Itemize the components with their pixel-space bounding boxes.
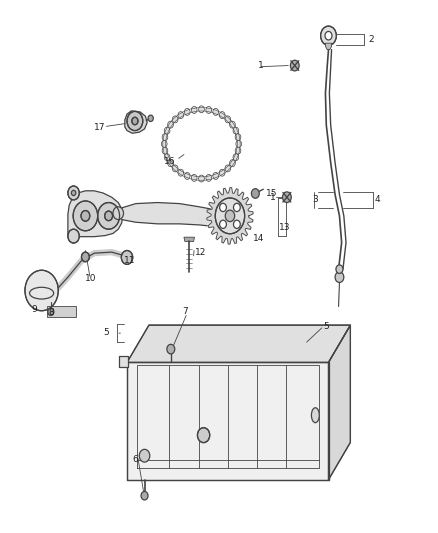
Circle shape	[235, 134, 241, 141]
Text: 3: 3	[312, 196, 318, 204]
Polygon shape	[184, 237, 194, 241]
Circle shape	[162, 134, 168, 141]
Circle shape	[71, 190, 76, 196]
Text: 15: 15	[266, 189, 277, 198]
Polygon shape	[127, 325, 350, 362]
Circle shape	[105, 211, 113, 221]
Circle shape	[191, 107, 197, 114]
Circle shape	[68, 186, 79, 200]
Circle shape	[184, 173, 190, 180]
Text: 11: 11	[124, 256, 135, 264]
Circle shape	[81, 211, 90, 221]
Circle shape	[198, 427, 210, 442]
Circle shape	[213, 173, 219, 180]
Circle shape	[191, 174, 197, 181]
Circle shape	[213, 108, 219, 115]
Circle shape	[132, 117, 138, 125]
Text: 12: 12	[195, 248, 206, 256]
Circle shape	[141, 491, 148, 500]
Text: 8: 8	[48, 309, 54, 317]
Ellipse shape	[29, 287, 53, 299]
Polygon shape	[325, 43, 332, 50]
Circle shape	[325, 31, 332, 40]
Polygon shape	[122, 203, 228, 228]
Circle shape	[336, 265, 343, 273]
Circle shape	[219, 111, 225, 118]
Text: 2: 2	[368, 35, 374, 44]
Polygon shape	[127, 362, 328, 480]
Circle shape	[168, 160, 173, 167]
Circle shape	[178, 111, 184, 118]
Circle shape	[172, 116, 178, 123]
Circle shape	[230, 160, 235, 167]
Text: 1: 1	[258, 61, 263, 70]
Text: 10: 10	[85, 274, 97, 282]
Circle shape	[127, 111, 143, 131]
Text: 14: 14	[253, 234, 265, 243]
Polygon shape	[125, 111, 147, 133]
Circle shape	[178, 169, 184, 176]
Circle shape	[225, 210, 235, 222]
Circle shape	[113, 207, 124, 220]
Ellipse shape	[311, 408, 319, 423]
Circle shape	[167, 344, 175, 354]
Circle shape	[335, 272, 344, 282]
Text: 4: 4	[375, 196, 381, 204]
Circle shape	[184, 108, 190, 115]
Circle shape	[121, 251, 133, 264]
Polygon shape	[68, 191, 123, 237]
Circle shape	[164, 127, 170, 134]
Circle shape	[230, 121, 235, 128]
Text: 9: 9	[32, 305, 37, 313]
Circle shape	[233, 154, 239, 160]
Circle shape	[81, 252, 89, 262]
Circle shape	[283, 192, 291, 203]
Circle shape	[139, 449, 150, 462]
Polygon shape	[207, 188, 253, 244]
Polygon shape	[328, 325, 350, 480]
Text: 13: 13	[279, 223, 291, 232]
Circle shape	[25, 270, 58, 311]
Circle shape	[236, 141, 242, 147]
Circle shape	[162, 147, 168, 154]
Circle shape	[219, 220, 226, 229]
Circle shape	[225, 116, 231, 123]
Text: 7: 7	[182, 308, 187, 316]
Circle shape	[161, 141, 167, 147]
Polygon shape	[47, 306, 76, 317]
Circle shape	[219, 203, 226, 212]
Circle shape	[206, 107, 212, 114]
Circle shape	[68, 229, 79, 243]
Circle shape	[73, 201, 98, 231]
Circle shape	[164, 154, 170, 160]
Text: 1: 1	[270, 193, 276, 201]
Polygon shape	[119, 356, 128, 367]
Circle shape	[321, 26, 336, 45]
Circle shape	[199, 175, 204, 182]
Circle shape	[233, 127, 239, 134]
Circle shape	[235, 147, 241, 154]
Text: 5: 5	[323, 322, 329, 330]
Circle shape	[199, 106, 204, 113]
Circle shape	[98, 203, 120, 229]
Circle shape	[172, 165, 178, 172]
Circle shape	[251, 189, 259, 198]
Circle shape	[206, 174, 212, 181]
Text: 5: 5	[103, 328, 109, 337]
Circle shape	[233, 220, 240, 229]
Circle shape	[233, 203, 240, 212]
Circle shape	[168, 121, 173, 128]
Circle shape	[215, 198, 245, 234]
Circle shape	[48, 308, 54, 316]
Circle shape	[225, 165, 231, 172]
Text: 6: 6	[132, 455, 138, 464]
Circle shape	[290, 60, 299, 71]
Text: 17: 17	[94, 124, 106, 132]
Circle shape	[148, 115, 153, 122]
Circle shape	[219, 169, 225, 176]
Text: 16: 16	[164, 157, 176, 166]
